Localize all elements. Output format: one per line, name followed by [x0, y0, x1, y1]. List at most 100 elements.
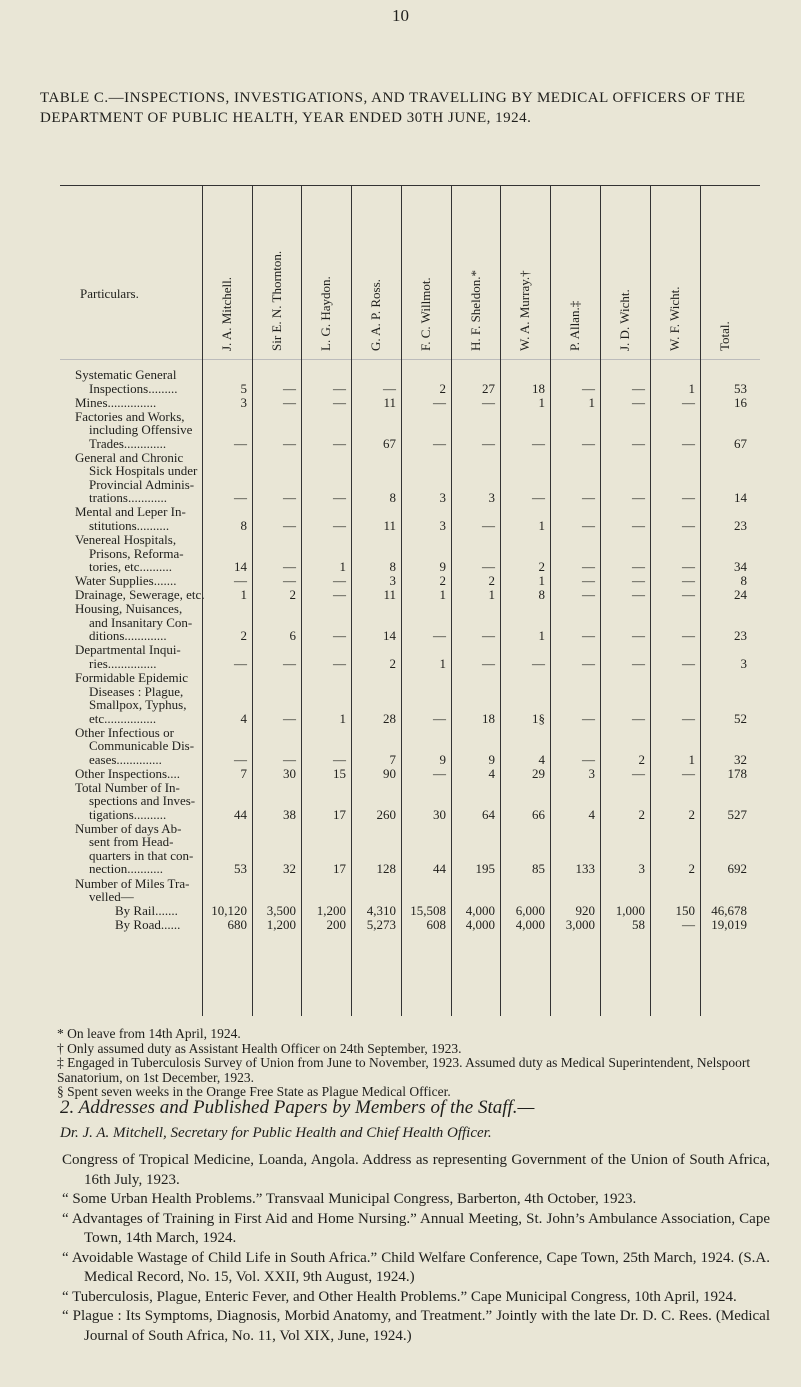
table-cell: 1 — [339, 710, 347, 726]
column-divider — [351, 186, 352, 1016]
table-cell: 18 — [482, 710, 495, 726]
table-cell: — — [433, 710, 446, 726]
table-row: Drainage, Sewerage, etc. 1 2—11 1 1 8— — —24 — [60, 588, 760, 602]
column-header: Sir E. N. Thornton. — [252, 191, 302, 351]
table-cell: — — [632, 380, 645, 396]
row-label: Other Inspections.... — [75, 767, 180, 781]
table-cell: 3 — [488, 490, 496, 506]
table-cell: — — [682, 710, 695, 726]
row-label: By Rail....... — [75, 904, 178, 918]
table-cell: — — [682, 655, 695, 671]
table-cell: 66 — [532, 806, 545, 822]
table-cell: 2 — [439, 380, 447, 396]
table-cell: 17 — [333, 806, 346, 822]
table-cell: — — [582, 655, 595, 671]
column-divider — [401, 186, 402, 1016]
table-cell: 23 — [734, 628, 747, 644]
table-cell: 6,000 — [515, 903, 545, 919]
row-label-line: Sick Hospitals under — [89, 463, 198, 479]
table-cell: 52 — [734, 710, 747, 726]
table-cell: — — [682, 917, 695, 933]
table-row: Housing, Nuisances, and Insanitary Con-di… — [60, 602, 760, 643]
table-cell: 10,120 — [211, 903, 247, 919]
footnote: § Spent seven weeks in the Orange Free S… — [57, 1084, 451, 1099]
row-label-line: quarters in that con- — [89, 847, 194, 863]
table-row: Water Supplies....... — — — 3 2 2 1 — — — 8 — [60, 574, 760, 588]
table-cell: — — [632, 587, 645, 603]
table-cell: — — [482, 394, 495, 410]
table-cell: 4,000 — [515, 917, 545, 933]
table-row: General and Chronic Sick Hospitals under P… — [60, 451, 760, 505]
row-label-line: Systematic General — [75, 367, 177, 382]
row-label-line: Mines............... — [75, 394, 157, 410]
table-cell: — — [632, 490, 645, 506]
table-cell: 680 — [227, 917, 248, 933]
table-cell: — — [283, 435, 296, 451]
row-label: Systematic General Inspections......... — [75, 368, 177, 395]
column-header-label: H. F. Sheldon.* — [468, 270, 483, 351]
table-cell: 11 — [383, 587, 396, 603]
table-cell: 178 — [727, 765, 748, 781]
table-cell: 8 — [240, 517, 248, 533]
table-cell: 1 — [488, 587, 496, 603]
table-cell: — — [582, 435, 595, 451]
table-cell: — — [283, 751, 296, 767]
column-header-label: L. G. Haydon. — [318, 276, 333, 351]
table-row: Other Infectious or Communicable Dis-ease… — [60, 726, 760, 767]
row-label-line: trations............ — [89, 490, 167, 506]
table-cell: — — [632, 710, 645, 726]
table-cell: 4 — [588, 806, 596, 822]
table-cell: 2 — [688, 861, 696, 877]
table-cell: — — [632, 517, 645, 533]
table-cell: 3,000 — [565, 917, 595, 933]
table-cell: — — [333, 655, 346, 671]
table-cell: 4,310 — [366, 903, 396, 919]
table-cell: 3 — [240, 394, 248, 410]
table-cell: 2 — [488, 573, 496, 589]
table-cell: 608 — [426, 917, 447, 933]
table-cell: 3 — [439, 490, 447, 506]
table-cell: — — [682, 490, 695, 506]
table-cell: 3 — [439, 517, 447, 533]
table-cell: 2 — [240, 628, 248, 644]
column-header-label: G. A. P. Ross. — [368, 279, 383, 351]
table-cell: 38 — [283, 806, 296, 822]
column-header-label: J. A. Mitchell. — [219, 276, 234, 351]
table-cell: 1 — [688, 751, 696, 767]
table-cell: 2 — [439, 573, 447, 589]
table-row: Number of Miles Tra-velled— — [60, 876, 760, 904]
row-label: Number of days Ab-sent from Head-quarter… — [75, 822, 193, 876]
table-cell: — — [283, 573, 296, 589]
column-header: F. C. Willmot. — [401, 191, 451, 351]
publication-item: “ Some Urban Health Problems.” Transvaal… — [62, 1191, 637, 1207]
table-cell: — — [433, 628, 446, 644]
table-cell: 58 — [632, 917, 645, 933]
table-cell: 195 — [475, 861, 496, 877]
row-label: Other Infectious or Communicable Dis-ease… — [75, 726, 194, 767]
table-cell: — — [283, 394, 296, 410]
column-header-label: W. A. Murray.† — [517, 270, 532, 351]
table-cell: 15 — [333, 765, 346, 781]
table-cell: 27 — [482, 380, 495, 396]
row-label-line: ditions............. — [89, 628, 167, 644]
table-cell: — — [234, 490, 247, 506]
row-label-line: Inspections......... — [89, 380, 178, 396]
row-label-line: sent from Head- — [89, 834, 174, 850]
table-cell: 14 — [383, 628, 396, 644]
row-label: Number of Miles Tra-velled— — [75, 876, 189, 904]
table-cell: 692 — [727, 861, 748, 877]
table-cell: 8 — [389, 559, 397, 574]
table-row: Total Number of In-spections and Inves-t… — [60, 781, 760, 822]
row-label-line: Communicable Dis- — [89, 738, 195, 754]
table-cell: — — [682, 517, 695, 533]
column-header-label: J. D. Wicht. — [617, 289, 632, 351]
table-cell: — — [482, 628, 495, 644]
table-cell: — — [532, 435, 545, 451]
table-cell: — — [333, 628, 346, 644]
publication-item: “ Tuberculosis, Plague, Enteric Fever, a… — [62, 1288, 737, 1305]
table-cell: 32 — [283, 861, 296, 877]
table-cell: 8 — [389, 490, 397, 506]
table-cell: 4 — [488, 765, 496, 781]
row-label-line: and Insanitary Con- — [89, 614, 193, 630]
table-cell: — — [582, 628, 595, 644]
